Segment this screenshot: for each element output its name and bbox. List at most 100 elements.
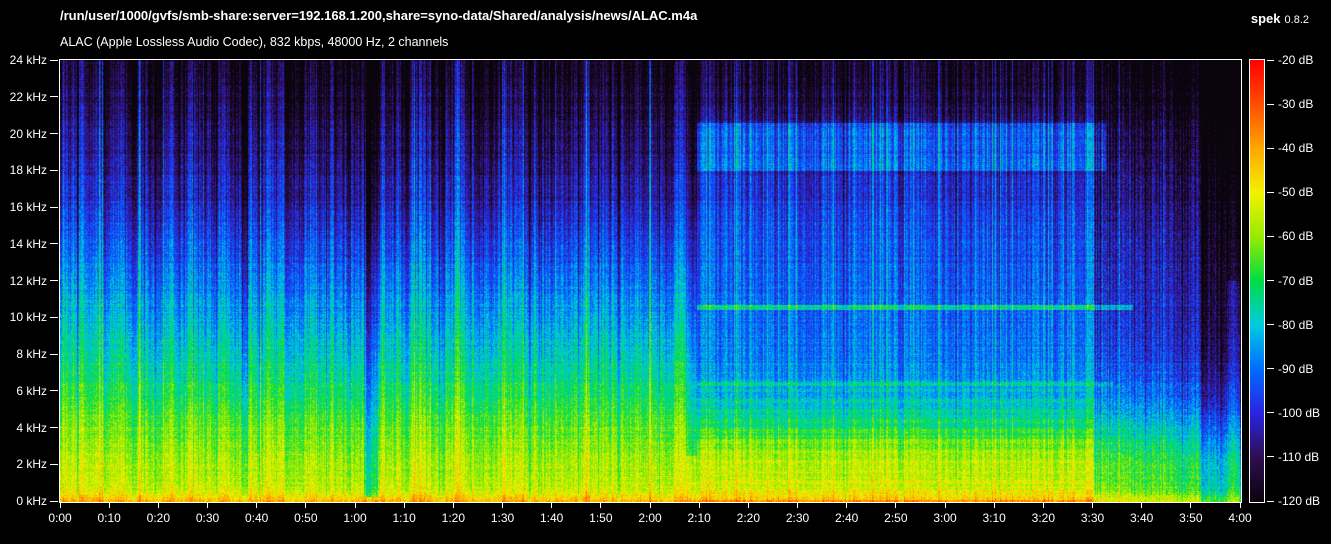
time-tick (1239, 503, 1241, 508)
db-tick (1267, 324, 1274, 326)
freq-tick-label: 4 kHz (16, 420, 47, 435)
db-tick-label: -60 dB (1278, 229, 1314, 244)
freq-tick (50, 316, 58, 318)
time-tick-label: 2:40 (834, 511, 859, 525)
time-tick-label: 1:30 (490, 511, 515, 525)
time-tick (649, 503, 651, 508)
db-tick (1267, 191, 1274, 193)
time-tick (551, 503, 553, 508)
db-tick-label: -40 dB (1278, 141, 1314, 156)
time-tick-label: 3:40 (1129, 511, 1154, 525)
time-tick (502, 503, 503, 508)
freq-tick (50, 59, 58, 61)
time-tick-label: 2:20 (736, 511, 760, 525)
time-tick (1190, 503, 1192, 508)
time-tick (600, 503, 602, 508)
time-tick (1092, 503, 1093, 508)
db-tick (1267, 456, 1274, 458)
time-tick (993, 503, 995, 508)
freq-tick (50, 500, 58, 502)
time-tick-label: 3:50 (1179, 511, 1203, 525)
freq-tick-label: 8 kHz (16, 347, 47, 361)
freq-tick (50, 169, 58, 171)
time-tick (797, 503, 798, 508)
db-tick (1267, 59, 1274, 61)
time-tick-label: 3:10 (982, 511, 1006, 525)
time-tick (256, 503, 258, 508)
time-tick (207, 503, 208, 508)
spectrogram-frame (59, 59, 1242, 503)
time-tick-label: 1:40 (539, 511, 564, 525)
time-tick (59, 503, 61, 508)
time-tick-label: 0:00 (48, 511, 72, 525)
db-tick-label: -50 dB (1278, 185, 1314, 200)
colorbar-canvas (1250, 60, 1264, 502)
freq-tick-label: 18 kHz (9, 163, 47, 178)
time-tick (305, 503, 307, 508)
app-name: spek (1250, 11, 1281, 26)
db-tick (1267, 103, 1274, 105)
time-tick (108, 503, 110, 508)
time-tick-label: 0:20 (146, 511, 170, 525)
freq-tick-label: 6 kHz (16, 383, 47, 398)
freq-tick (50, 390, 58, 392)
colorbar-frame (1249, 59, 1265, 503)
time-tick (846, 503, 848, 508)
db-tick-label: -110 dB (1278, 449, 1320, 464)
time-tick (452, 503, 454, 508)
time-tick-label: 3:20 (1031, 511, 1055, 525)
freq-tick-label: 24 kHz (9, 53, 47, 67)
time-tick-label: 0:10 (97, 511, 121, 525)
db-tick-label: -120 dB (1278, 494, 1321, 508)
time-tick (698, 503, 700, 508)
time-tick-label: 0:50 (294, 511, 318, 525)
freq-tick-label: 16 kHz (9, 200, 47, 214)
time-tick (895, 503, 897, 508)
db-tick-label: -100 dB (1278, 405, 1321, 420)
freq-tick-label: 10 kHz (9, 310, 47, 325)
time-tick-label: 3:00 (933, 511, 957, 525)
freq-tick (50, 280, 58, 281)
time-tick (403, 503, 405, 508)
freq-tick (50, 133, 58, 134)
freq-tick-label: 20 kHz (9, 126, 47, 141)
freq-tick (50, 463, 58, 465)
freq-tick-label: 22 kHz (9, 89, 47, 104)
app-badge: spek 0.8.2 (1251, 10, 1309, 28)
spectrogram-canvas (60, 60, 1241, 502)
db-tick (1267, 412, 1274, 414)
time-tick-label: 4:00 (1228, 511, 1252, 525)
time-tick (944, 503, 946, 508)
time-tick (157, 503, 159, 508)
time-tick (747, 503, 749, 508)
time-tick (1141, 503, 1143, 508)
freq-tick-label: 0 kHz (16, 494, 47, 508)
db-tick-label: -70 dB (1278, 273, 1314, 288)
freq-tick (50, 353, 58, 355)
freq-tick (50, 243, 58, 245)
freq-tick-label: 12 kHz (9, 273, 47, 288)
db-tick (1267, 500, 1274, 502)
db-tick (1267, 147, 1274, 149)
db-tick-label: -20 dB (1278, 53, 1314, 67)
time-tick-label: 0:30 (195, 511, 220, 525)
codec-info: ALAC (Apple Lossless Audio Codec), 832 k… (60, 35, 449, 49)
db-tick (1267, 280, 1274, 281)
time-tick-label: 2:50 (884, 511, 908, 525)
time-tick (1042, 503, 1044, 508)
time-tick-label: 1:10 (392, 511, 416, 525)
freq-tick (50, 96, 58, 98)
time-tick-label: 1:00 (343, 511, 367, 525)
time-tick-label: 0:40 (244, 511, 269, 525)
app-version: 0.8.2 (1284, 14, 1309, 26)
time-tick-label: 1:50 (589, 511, 613, 525)
time-tick-label: 2:30 (785, 511, 810, 525)
db-tick-label: -30 dB (1278, 97, 1314, 112)
freq-tick (50, 427, 58, 428)
db-tick (1267, 368, 1274, 370)
freq-tick-label: 14 kHz (9, 236, 47, 251)
db-tick (1267, 235, 1274, 237)
freq-tick (50, 206, 58, 208)
time-tick-label: 3:30 (1080, 511, 1105, 525)
